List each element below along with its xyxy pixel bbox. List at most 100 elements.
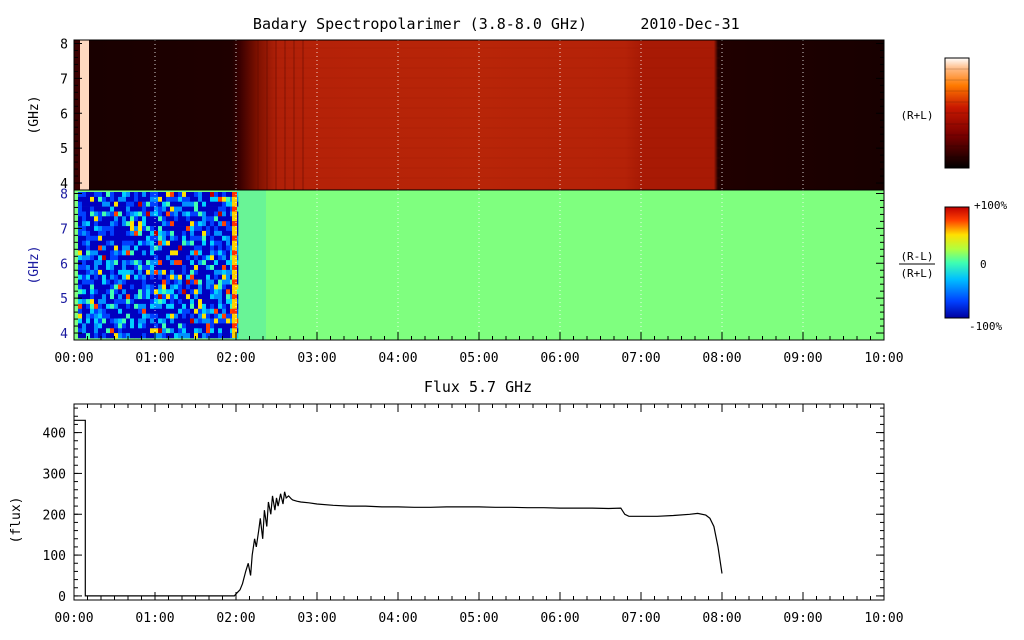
polarization-pixel — [194, 201, 199, 207]
polarization-pixel — [122, 235, 127, 241]
polarization-pixel — [146, 274, 151, 280]
polarization-pixel — [118, 201, 123, 207]
polarization-pixel — [158, 206, 163, 212]
x-tick-label: 09:00 — [783, 611, 822, 626]
polarization-pixel — [178, 235, 183, 241]
polarization-pixel — [182, 333, 187, 339]
polarization-pixel — [150, 279, 155, 285]
polarization-pixel — [218, 255, 223, 261]
polarization-edge-pixel — [232, 260, 237, 265]
polarization-pixel — [170, 323, 175, 329]
polarization-pixel — [158, 221, 163, 227]
polarization-pixel — [222, 333, 227, 339]
polarization-pixel — [78, 289, 83, 295]
polarization-pixel — [130, 226, 135, 232]
polarization-pixel — [146, 323, 151, 329]
polarization-pixel — [118, 221, 123, 227]
polarization-pixel — [182, 269, 187, 276]
polarization-pixel — [150, 313, 155, 319]
polarization-pixel — [146, 318, 151, 324]
polarization-pixel — [218, 284, 223, 290]
polarization-pixel — [138, 323, 143, 329]
polarization-pixel — [174, 196, 179, 203]
polarization-pixel — [202, 299, 207, 305]
polarization-pixel — [174, 274, 179, 280]
polarization-pixel — [138, 284, 143, 290]
polarization-pixel — [110, 230, 115, 237]
polarization-pixel — [130, 230, 135, 237]
polarization-pixel — [78, 240, 83, 246]
polarization-pixel — [110, 303, 115, 310]
polarization-pixel — [138, 196, 143, 203]
polarization-pixel — [94, 245, 99, 251]
polarization-pixel — [202, 294, 207, 300]
polarization-pixel — [178, 289, 183, 295]
polarization-pixel — [146, 250, 151, 256]
polarization-edge-pixel — [232, 328, 237, 334]
polarization-pixel — [130, 250, 135, 256]
polarization-pixel — [90, 313, 95, 319]
polarization-pixel — [130, 308, 135, 314]
polarization-pixel — [198, 289, 203, 295]
polarization-pixel — [214, 303, 219, 310]
polarization-pixel — [166, 221, 171, 227]
polarization-pixel — [182, 294, 187, 300]
polarization-pixel — [194, 328, 199, 334]
polarization-pixel — [98, 333, 103, 339]
polarization-pixel — [170, 226, 175, 232]
polarization-pixel — [78, 279, 83, 285]
polarization-pixel — [126, 274, 131, 280]
polarization-pixel — [194, 303, 199, 310]
polarization-pixel — [118, 240, 123, 246]
polarization-pixel — [94, 269, 99, 276]
polarization-pixel — [214, 265, 219, 271]
polarization-pixel — [122, 230, 127, 237]
polarization-pixel — [206, 250, 211, 256]
polarization-pixel — [198, 333, 203, 339]
polarization-pixel — [146, 201, 151, 207]
polarization-pixel — [150, 269, 155, 276]
polarization-pixel — [78, 284, 83, 290]
x-tick-label: 02:00 — [216, 611, 255, 626]
polarization-pixel — [154, 284, 159, 290]
polarization-pixel — [218, 279, 223, 285]
polarization-pixel — [114, 265, 119, 271]
polarization-pixel — [102, 206, 107, 212]
polarization-pixel — [150, 328, 155, 334]
polarization-pixel — [186, 192, 191, 198]
polarization-pixel — [222, 289, 227, 295]
intensity-y-label: (GHz) — [27, 95, 42, 134]
polarization-pixel — [126, 289, 131, 295]
polarization-pixel — [82, 323, 87, 329]
polarization-pixel — [162, 196, 167, 203]
polarization-pixel — [154, 308, 159, 314]
polarization-pixel — [126, 221, 131, 227]
polarization-pixel — [86, 230, 91, 237]
polarization-pixel — [158, 308, 163, 314]
polarization-pixel — [218, 274, 223, 280]
polarization-pixel — [94, 235, 99, 241]
polarization-pixel — [146, 328, 151, 334]
polarization-pixel — [182, 201, 187, 207]
polarization-pixel — [130, 211, 135, 217]
polarization-pixel — [226, 289, 231, 295]
flux-time-axis: 00:00 01:00 02:00 03:00 04:00 05:00 06:00 07:00… — [54, 404, 904, 626]
x-tick-label: 03:00 — [297, 611, 336, 626]
polarization-pixel — [90, 226, 95, 232]
y-tick-label: 8 — [60, 187, 68, 202]
polarization-pixel — [78, 303, 83, 310]
polarization-pixel — [114, 226, 119, 232]
polarization-noise — [78, 192, 239, 339]
polarization-pixel — [142, 318, 147, 324]
polarization-pixel — [166, 308, 171, 314]
polarization-pixel — [210, 269, 215, 276]
y-tick-label: 4 — [60, 327, 68, 342]
polarization-pixel — [202, 240, 207, 246]
polarization-pixel — [118, 245, 123, 251]
x-tick-label: 09:00 — [783, 351, 822, 366]
intensity-texture — [257, 40, 720, 190]
polarization-pixel — [102, 245, 107, 251]
polarization-pixel — [186, 245, 191, 251]
polarization-pixel — [82, 226, 87, 232]
polarization-pixel — [222, 279, 227, 285]
